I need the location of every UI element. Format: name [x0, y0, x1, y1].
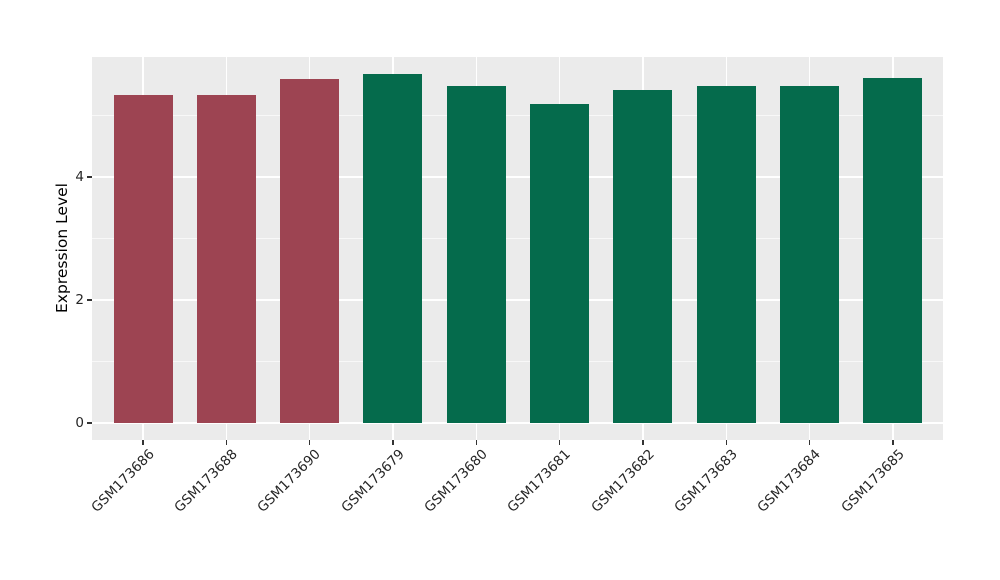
y-axis-title: Expression Level: [53, 183, 71, 313]
gridline-minor: [92, 238, 943, 239]
x-tick-mark: [892, 440, 894, 445]
bar-GSM173680: [446, 85, 506, 423]
bar-GSM173685: [863, 77, 923, 423]
bar-GSM173681: [530, 104, 590, 423]
x-tick-label-GSM173682: GSM173682: [588, 446, 658, 516]
x-tick-label-GSM173681: GSM173681: [504, 446, 575, 516]
x-tick-label-GSM173686: GSM173686: [88, 446, 158, 516]
x-tick-mark: [809, 440, 811, 445]
x-tick-label-GSM173684: GSM173684: [754, 446, 825, 516]
y-tick-label: 4: [75, 169, 84, 185]
x-tick-mark: [559, 440, 561, 445]
x-tick-mark: [725, 440, 727, 445]
bar-GSM173684: [780, 85, 840, 423]
gridline-major: [92, 299, 943, 301]
x-tick-mark: [142, 440, 144, 445]
x-tick-mark: [225, 440, 227, 445]
x-tick-mark: [309, 440, 311, 445]
bar-GSM173688: [196, 95, 256, 423]
x-tick-mark: [392, 440, 394, 445]
y-tick-label: 2: [75, 292, 84, 308]
x-tick-label-GSM173683: GSM173683: [671, 446, 741, 516]
bar-GSM173690: [280, 79, 340, 423]
bar-GSM173683: [696, 85, 756, 423]
x-tick-label-GSM173690: GSM173690: [254, 446, 325, 516]
x-tick-label-GSM173680: GSM173680: [421, 446, 491, 516]
bar-GSM173682: [613, 89, 673, 423]
y-tick-label: 0: [75, 415, 84, 431]
y-tick-mark: [87, 422, 92, 424]
x-tick-mark: [642, 440, 644, 445]
x-tick-label-GSM173679: GSM173679: [338, 446, 408, 516]
gridline-major: [92, 422, 943, 424]
gridline-major: [92, 176, 943, 178]
y-tick-mark: [87, 176, 92, 178]
plot-panel: [92, 57, 943, 440]
gridline-minor: [92, 361, 943, 362]
bar-GSM173686: [113, 95, 173, 423]
x-tick-label-GSM173685: GSM173685: [838, 446, 908, 516]
x-tick-mark: [475, 440, 477, 445]
x-tick-label-GSM173688: GSM173688: [171, 446, 241, 516]
gridline-minor: [92, 115, 943, 116]
y-tick-mark: [87, 299, 92, 301]
bar-GSM173679: [363, 74, 423, 423]
